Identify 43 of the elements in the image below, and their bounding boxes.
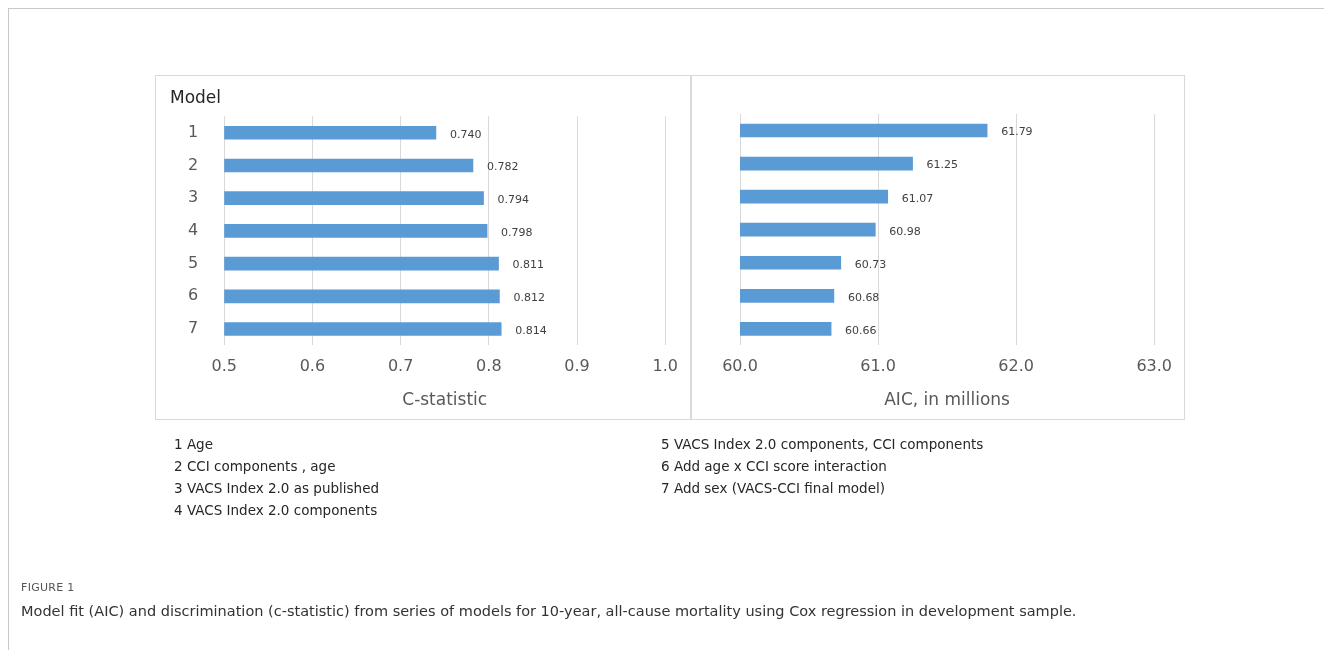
caption: FIGURE 1 — [21, 581, 75, 594]
data-label: 0.740 — [449, 127, 482, 141]
data-label: 0.812 — [513, 291, 545, 305]
x-axis-title: AIC, in millions — [884, 389, 1011, 410]
x-tick-label: 0.7 — [387, 356, 414, 376]
x-tick-label: 60.0 — [722, 356, 758, 376]
y-tick-label: 2 — [187, 154, 199, 174]
data-label: 0.798 — [501, 225, 533, 239]
y-tick-label: 5 — [187, 252, 199, 272]
x-tick-label: 0.9 — [564, 356, 590, 376]
x-tick-label: 1.0 — [652, 356, 678, 376]
y-tick-label: 1 — [187, 121, 199, 141]
data-label: 60.73 — [854, 257, 887, 271]
data-label: 0.814 — [515, 323, 547, 337]
data-label: 0.794 — [497, 193, 530, 207]
y-tick-label: 3 — [187, 187, 199, 207]
data-label: 61.79 — [1001, 125, 1033, 139]
text: 5 VACS Index 2.0 components, CCI components — [661, 435, 984, 454]
y-tick-label: 6 — [187, 285, 199, 305]
x-tick-label: 0.8 — [476, 356, 502, 376]
x-tick-label: 0.5 — [211, 356, 237, 376]
x-tick-label: 0.6 — [299, 356, 326, 376]
text: 7 Add sex (VACS-CCI final model) — [661, 479, 886, 498]
data-label: 60.66 — [845, 323, 877, 337]
text: 1 Age — [174, 435, 214, 454]
text: 6 Add age x CCI score interaction — [661, 457, 888, 476]
text: 3 VACS Index 2.0 as published — [174, 479, 380, 498]
x-tick-label: 63.0 — [1136, 356, 1172, 376]
data-label: 61.25 — [926, 158, 959, 172]
text: 2 CCI components , age — [174, 457, 337, 476]
y-tick-label: 7 — [187, 318, 199, 338]
x-tick-label: 61.0 — [860, 356, 896, 376]
x-tick-label: 62.0 — [998, 356, 1034, 376]
data-label: 60.68 — [847, 290, 880, 304]
data-label: 60.98 — [889, 224, 921, 238]
x-axis-title: C-statistic — [402, 389, 488, 410]
text: Model fit (AIC) and discrimination (c-statistic) from series of models for 10-year, all-cause mortality using Cox regression in development sample. — [21, 603, 1077, 619]
text: 4 VACS Index 2.0 components — [174, 501, 379, 520]
data-label: 0.811 — [512, 258, 545, 272]
y-axis-title: Model — [170, 86, 222, 107]
data-label: 0.782 — [486, 160, 519, 174]
y-tick-label: 4 — [187, 220, 199, 240]
data-label: 61.07 — [901, 191, 934, 205]
